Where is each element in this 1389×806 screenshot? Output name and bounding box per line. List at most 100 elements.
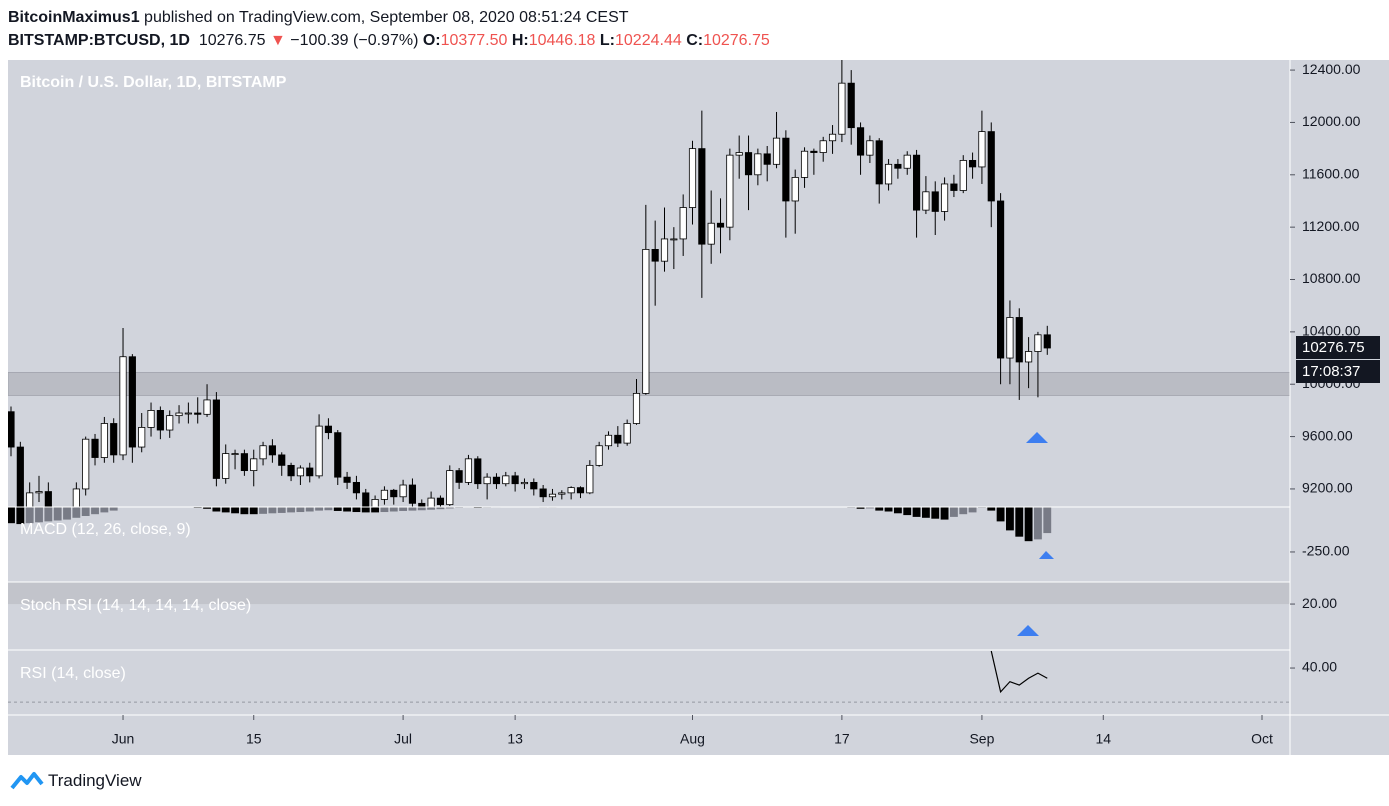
macd-bar xyxy=(884,507,893,512)
candle-body xyxy=(268,445,276,456)
published: published on TradingView.com, September … xyxy=(144,9,629,26)
macd-bar xyxy=(389,507,398,512)
y-tick-label: 12400.00 xyxy=(1302,61,1361,77)
candle-body xyxy=(595,445,603,466)
macd-bar xyxy=(903,507,912,516)
macd-bar xyxy=(16,507,25,525)
candle-body xyxy=(418,502,426,507)
macd-bar xyxy=(912,507,921,517)
footer: TradingView xyxy=(10,770,142,792)
countdown-box xyxy=(1296,359,1380,383)
y-tick-label: 9600.00 xyxy=(1302,427,1353,443)
candle-body xyxy=(474,458,482,485)
logo-icon xyxy=(10,772,44,790)
candle-body xyxy=(978,131,986,168)
arrow: ▼ xyxy=(270,32,286,49)
candle-body xyxy=(399,484,407,498)
macd-bar xyxy=(875,507,884,511)
candle-body xyxy=(296,467,304,477)
y-tick-label: -250.00 xyxy=(1302,543,1350,559)
macd-bar xyxy=(91,507,99,515)
symbol: BITSTAMP:BTCUSD, 1D xyxy=(8,32,190,49)
x-tick-label: Jun xyxy=(112,731,135,747)
macd-bar xyxy=(399,507,408,511)
brand: TradingView xyxy=(48,771,142,790)
y-tick-label: 12000.00 xyxy=(1302,113,1361,129)
x-tick-label: Sep xyxy=(969,731,994,747)
x-tick-label: 17 xyxy=(834,731,850,747)
candle-body xyxy=(1043,334,1051,349)
candle-body xyxy=(931,191,939,212)
y-tick-label: 20.00 xyxy=(1302,595,1337,611)
candle-body xyxy=(586,464,594,494)
candle-body xyxy=(819,140,827,153)
x-tick-label: Jul xyxy=(394,731,412,747)
candle-body xyxy=(156,410,164,431)
candle-body xyxy=(16,446,24,507)
macd-bar xyxy=(940,507,949,520)
macd-bar xyxy=(109,507,118,511)
macd-bar xyxy=(72,507,81,518)
o-label: O: xyxy=(422,32,441,49)
candle-body xyxy=(894,163,902,169)
macd-bar xyxy=(53,507,62,521)
macd-bar xyxy=(333,507,342,511)
candle-body xyxy=(287,464,295,477)
x-tick-label: Aug xyxy=(680,731,705,747)
macd-title: MACD (12, 26, close, 9) xyxy=(20,521,191,538)
candle-body xyxy=(26,492,34,507)
candle-body xyxy=(278,454,286,466)
candle-body xyxy=(1025,351,1033,363)
macd-bar xyxy=(427,507,436,510)
rsi-pane xyxy=(8,650,1290,703)
candle-body xyxy=(782,137,790,202)
candle-body xyxy=(642,249,650,394)
macd-bar xyxy=(296,507,305,513)
macd-bar xyxy=(343,507,352,512)
macd-bar xyxy=(865,507,874,509)
candle-body xyxy=(315,425,323,477)
candle-body xyxy=(352,481,360,494)
macd-bar xyxy=(25,507,34,524)
candle-body xyxy=(614,434,622,444)
c: 10276.75 xyxy=(703,32,770,49)
macd-bar xyxy=(212,507,221,512)
header: BitcoinMaximus1 published on TradingView… xyxy=(8,6,770,52)
y-tick-label: 11200.00 xyxy=(1302,218,1360,234)
candle-body xyxy=(427,497,435,507)
candle-body xyxy=(969,159,977,168)
candle-body xyxy=(623,423,631,444)
candle-body xyxy=(772,137,781,165)
macd-bar xyxy=(259,507,267,514)
candle-body xyxy=(838,82,846,135)
candle-body xyxy=(875,140,883,185)
candle-body xyxy=(371,499,379,507)
candle-body xyxy=(810,150,818,153)
y-tick-label: 11600.00 xyxy=(1302,165,1360,181)
candle-body xyxy=(222,453,230,479)
candle-body xyxy=(520,481,529,485)
macd-bar xyxy=(1015,507,1024,537)
y-tick-label: 40.00 xyxy=(1302,659,1337,675)
candle-body xyxy=(231,453,239,455)
candle-body xyxy=(567,487,575,494)
macd-bar xyxy=(35,507,43,523)
candle-body xyxy=(847,82,855,129)
triangle-marker xyxy=(1017,625,1039,636)
stoch-title: Stoch RSI (14, 14, 14, 14, close) xyxy=(20,597,251,614)
x-tick-label: 13 xyxy=(507,731,523,747)
macd-bar xyxy=(1024,507,1033,542)
candle-body xyxy=(941,183,949,212)
macd-bar xyxy=(221,507,230,513)
macd-bar xyxy=(931,507,940,519)
candle-body xyxy=(726,154,734,228)
separators xyxy=(8,60,1389,755)
candle-body xyxy=(306,467,314,477)
stoch-band xyxy=(8,582,1290,605)
change: −100.39 (−0.97%) xyxy=(290,32,419,49)
candle-body xyxy=(212,399,220,479)
candle-body xyxy=(754,153,762,176)
chart-title: Bitcoin / U.S. Dollar, 1D, BITSTAMP xyxy=(20,74,287,91)
l: 10224.44 xyxy=(615,32,682,49)
macd-bar xyxy=(305,507,314,512)
